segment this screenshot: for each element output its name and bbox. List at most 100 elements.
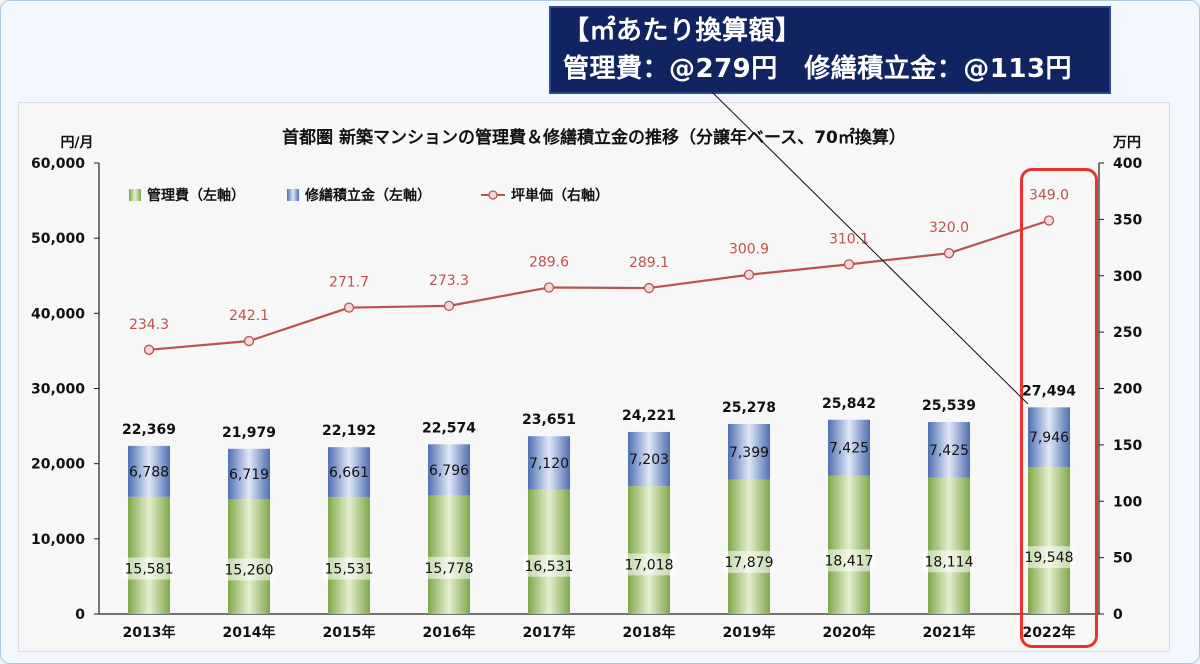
right-axis-tick-label: 350 xyxy=(1113,212,1142,228)
line-point xyxy=(343,302,355,313)
line-point xyxy=(443,300,455,312)
bar-shuzen xyxy=(228,448,270,500)
chart-panel: 首都圏 新築マンションの管理費＆修繕積立金の推移（分譲年ベース、70㎡換算） 円/… xyxy=(18,102,1170,652)
bar-value-label-shuzen: 7,425 xyxy=(929,443,969,459)
bar-total-label: 27,494 xyxy=(1022,383,1076,399)
legend-marker xyxy=(488,190,498,200)
x-tick-label: 2018年 xyxy=(623,624,676,641)
left-axis-unit: 円/月 xyxy=(60,135,93,151)
right-axis-tick-label: 400 xyxy=(1113,156,1142,172)
bar-kanrihi xyxy=(728,479,770,614)
bar-value-label-kanrihi: 17,018 xyxy=(625,557,674,573)
bar-label-bg xyxy=(223,558,275,581)
x-tick-label: 2015年 xyxy=(323,624,376,641)
right-axis-tick-label: 50 xyxy=(1113,551,1133,567)
line-value-label: 271.7 xyxy=(329,275,369,291)
bar-value-label-kanrihi: 17,879 xyxy=(725,555,774,571)
bar-total-label: 24,221 xyxy=(622,408,676,424)
bar-label-bg xyxy=(323,557,375,580)
line-point xyxy=(243,335,255,347)
bar-value-label-shuzen: 6,796 xyxy=(429,463,469,479)
line-value-label: 242.1 xyxy=(229,308,269,324)
callout-values: 管理費：@279円 修繕積立金：@113円 xyxy=(563,54,1073,84)
bar-kanrihi xyxy=(628,486,670,614)
x-tick-label: 2022年 xyxy=(1023,624,1076,641)
line-point xyxy=(543,282,555,293)
bar-value-label-kanrihi: 15,531 xyxy=(325,562,374,578)
bar-shuzen xyxy=(628,431,670,487)
bar-value-label-kanrihi: 18,114 xyxy=(925,554,974,570)
right-axis-tick-label: 0 xyxy=(1113,607,1123,623)
right-axis-tick-label: 300 xyxy=(1113,269,1142,285)
bar-label-bg xyxy=(823,549,875,572)
left-axis-tick-label: 40,000 xyxy=(31,306,85,322)
bar-value-label-kanrihi: 15,581 xyxy=(125,561,174,577)
line-point xyxy=(1043,215,1055,226)
bar-total-label: 22,369 xyxy=(122,422,176,438)
line-point xyxy=(843,259,855,270)
bar-total-label: 23,651 xyxy=(522,412,576,428)
bar-value-label-shuzen: 7,425 xyxy=(829,441,869,457)
legend-label-1: 修繕積立金（左軸） xyxy=(304,187,431,204)
bar-label-bg xyxy=(623,553,675,576)
bar-value-label-shuzen: 7,203 xyxy=(629,452,669,468)
bar-total-label: 22,192 xyxy=(322,423,376,439)
bar-kanrihi xyxy=(128,496,170,614)
x-tick-label: 2013年 xyxy=(123,624,176,641)
bar-shuzen xyxy=(1028,407,1070,468)
bar-value-label-kanrihi: 16,531 xyxy=(525,559,574,575)
chart-canvas: 首都圏 新築マンションの管理費＆修繕積立金の推移（分譲年ベース、70㎡換算） 円/… xyxy=(31,127,1143,641)
line-point xyxy=(743,269,755,280)
bar-total-label: 25,539 xyxy=(922,398,976,414)
left-axis-tick-label: 30,000 xyxy=(31,382,85,398)
bar-value-label-kanrihi: 19,548 xyxy=(1025,550,1074,566)
bar-total-label: 25,278 xyxy=(722,400,776,416)
bar-label-bg xyxy=(723,550,775,573)
x-tick-label: 2021年 xyxy=(923,624,976,641)
highlight-2022-box xyxy=(1020,168,1098,648)
x-tick-label: 2014年 xyxy=(223,624,276,641)
callout-title: 【㎡あたり換算額】 xyxy=(563,16,802,46)
bar-kanrihi xyxy=(1028,467,1070,614)
left-axis-tick-label: 0 xyxy=(75,607,85,623)
line-point xyxy=(143,344,155,355)
x-tick-label: 2019年 xyxy=(723,624,776,641)
bar-shuzen xyxy=(928,422,970,478)
line-tsubo-tanka xyxy=(148,219,1050,351)
legend-swatch-0 xyxy=(129,189,141,201)
bar-kanrihi xyxy=(528,489,570,614)
legend-label-0: 管理費（左軸） xyxy=(147,187,245,204)
left-axis-tick-label: 60,000 xyxy=(31,156,85,172)
bar-value-label-shuzen: 7,946 xyxy=(1029,430,1069,446)
bar-value-label-shuzen: 6,719 xyxy=(229,467,269,483)
right-axis-tick-label: 100 xyxy=(1113,494,1142,510)
left-axis-tick-label: 20,000 xyxy=(31,457,85,473)
bar-shuzen xyxy=(728,423,770,480)
bar-label-bg xyxy=(423,556,475,579)
bar-label-bg xyxy=(923,550,975,573)
line-value-label: 289.6 xyxy=(529,254,569,270)
right-axis-tick-label: 250 xyxy=(1113,325,1142,341)
bar-shuzen xyxy=(328,447,370,498)
bar-kanrihi xyxy=(328,497,370,614)
bar-kanrihi xyxy=(928,477,970,614)
bar-total-label: 25,842 xyxy=(822,396,876,412)
bar-value-label-kanrihi: 15,260 xyxy=(225,562,274,578)
right-axis-tick-label: 150 xyxy=(1113,438,1142,454)
chart-title: 首都圏 新築マンションの管理費＆修繕積立金の推移（分譲年ベース、70㎡換算） xyxy=(282,127,906,148)
line-value-label: 289.1 xyxy=(629,255,669,271)
bar-shuzen xyxy=(828,419,870,476)
bar-total-label: 22,574 xyxy=(422,420,476,436)
x-tick-label: 2016年 xyxy=(423,624,476,641)
bar-value-label-kanrihi: 18,417 xyxy=(825,553,874,569)
line-value-label: 349.0 xyxy=(1029,188,1069,204)
right-axis-unit: 万円 xyxy=(1112,135,1141,151)
line-point xyxy=(943,248,955,259)
bar-kanrihi xyxy=(828,475,870,614)
bar-value-label-kanrihi: 15,778 xyxy=(425,561,474,577)
callout-box: 【㎡あたり換算額】 管理費：@279円 修繕積立金：@113円 xyxy=(549,6,1111,94)
bar-label-bg xyxy=(523,554,575,577)
bar-value-label-shuzen: 7,120 xyxy=(529,456,569,472)
x-tick-label: 2017年 xyxy=(523,624,576,641)
bar-value-label-shuzen: 7,399 xyxy=(729,445,769,461)
